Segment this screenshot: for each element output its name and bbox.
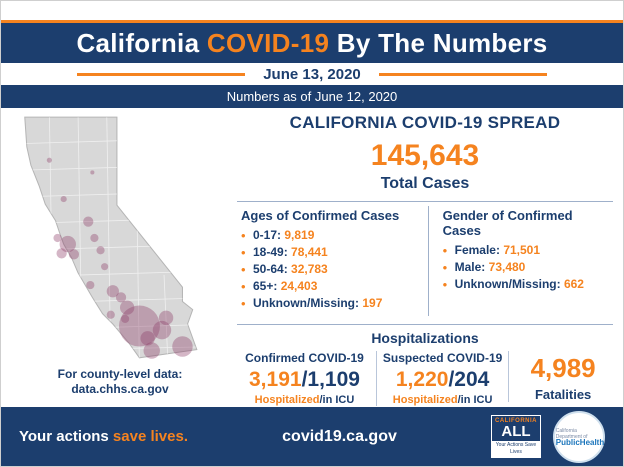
age-item-50-64: 50-64: 32,783 [241, 261, 422, 278]
ages-column: Ages of Confirmed Cases 0-17: 9,819 18-4… [233, 206, 428, 316]
caption-in-icu: in ICU [322, 394, 355, 406]
top-accent-rule [1, 20, 623, 23]
slash: / [448, 368, 455, 391]
confirmed-icu-value: 1,109 [307, 368, 360, 391]
county-data-url: data.chhs.ca.gov [71, 382, 169, 396]
date-row: June 13, 2020 [1, 63, 623, 85]
ages-title: Ages of Confirmed Cases [241, 208, 400, 223]
gender-item-unknown: Unknown/Missing: 662 [443, 276, 613, 293]
age-value: 9,819 [284, 228, 315, 242]
footer-logos: CALIFORNIA ALL Your Actions Save Lives C… [455, 410, 605, 463]
confirmed-caption: Hospitalized/in ICU [237, 394, 372, 406]
california-all-logo-tagline: Your Actions Save Lives [492, 441, 540, 457]
age-item-0-17: 0-17: 9,819 [241, 227, 422, 244]
divider-hospitalizations [237, 324, 613, 325]
age-item-65plus: 65+: 24,403 [241, 278, 422, 295]
suspected-caption: Hospitalized/in ICU [381, 394, 504, 406]
suspected-icu-value: 204 [454, 368, 490, 391]
california-all-logo: CALIFORNIA ALL Your Actions Save Lives [491, 415, 541, 458]
gender-list: Female: 71,501 Male: 73,480 Unknown/Miss… [443, 242, 613, 293]
stats-panel: CALIFORNIA COVID-19 SPREAD 145,643 Total… [233, 113, 617, 406]
age-label: Unknown/Missing: [253, 296, 359, 310]
title-part-rest: By The Numbers [336, 27, 548, 58]
footer-url: covid19.ca.gov [282, 427, 397, 445]
california-map-svg [24, 116, 198, 359]
gender-value: 71,501 [503, 243, 541, 257]
hospitalizations-row: Confirmed COVID-19 3,191/1,109 Hospitali… [233, 351, 617, 406]
fatalities-block: 4,989 Fatalities [508, 351, 617, 402]
age-label: 0-17: [253, 228, 282, 242]
age-value: 78,441 [291, 245, 328, 259]
age-label: 50-64: [253, 262, 288, 276]
footer-band: Your actions save lives. covid19.ca.gov … [1, 407, 623, 466]
total-cases-label: Total Cases [380, 175, 470, 192]
divider-top [237, 201, 613, 202]
slogan-save-lives: save lives. [112, 428, 188, 445]
suspected-hospitalizations: Suspected COVID-19 1,220/204 Hospitalize… [375, 351, 508, 406]
california-all-logo-main: ALL [501, 423, 531, 440]
report-date: June 13, 2020 [263, 65, 361, 83]
age-value: 24,403 [280, 279, 318, 293]
gender-label: Male: [454, 260, 486, 274]
age-item-unknown: Unknown/Missing: 197 [241, 295, 422, 312]
fatalities-value: 4,989 [530, 353, 596, 383]
california-case-map [9, 111, 231, 367]
title-part-california: California [76, 27, 200, 58]
age-label: 18-49: [253, 245, 288, 259]
caption-hospitalized: Hospitalized [254, 394, 320, 406]
hospitalizations-title: Hospitalizations [371, 330, 479, 346]
confirmed-hospitalizations: Confirmed COVID-19 3,191/1,109 Hospitali… [233, 351, 376, 406]
cdph-logo: California Department of PublicHealth [553, 410, 605, 463]
asof-text: Numbers as of June 12, 2020 [226, 89, 398, 104]
confirmed-hospitalized-value: 3,191 [249, 368, 302, 391]
slash: / [319, 394, 323, 406]
suspected-hospitalized-value: 1,220 [395, 368, 449, 391]
age-label: 65+: [253, 279, 278, 293]
gender-label: Female: [454, 243, 500, 257]
caption-in-icu: in ICU [460, 394, 493, 406]
cdph-logo-text: California Department of PublicHealth [555, 427, 605, 447]
slash: / [301, 368, 308, 391]
asof-band: Numbers as of June 12, 2020 [1, 85, 623, 108]
age-value: 197 [362, 296, 383, 310]
gender-value: 662 [563, 277, 584, 291]
ages-list: 0-17: 9,819 18-49: 78,441 50-64: 32,783 … [241, 227, 422, 312]
footer-slogan: Your actions save lives. [19, 428, 224, 445]
confirmed-values: 3,191/1,109 [237, 368, 372, 392]
age-value: 32,783 [291, 262, 328, 276]
california-all-logo-top: CALIFORNIA [495, 418, 537, 424]
caption-hospitalized: Hospitalized [392, 394, 458, 406]
demographics-columns: Ages of Confirmed Cases 0-17: 9,819 18-4… [233, 206, 617, 316]
fatalities-label: Fatalities [534, 387, 592, 402]
date-rule-right [378, 72, 547, 76]
title-band: California COVID-19 By The Numbers [1, 23, 623, 63]
slash: / [457, 394, 461, 406]
cdph-dept-line: California Department of [555, 427, 588, 440]
confirmed-label: Confirmed COVID-19 [245, 351, 364, 365]
gender-title: Gender of Confirmed Cases [442, 208, 573, 238]
gender-label: Unknown/Missing: [454, 277, 561, 291]
date-rule-left [77, 72, 246, 76]
gender-item-male: Male: 73,480 [443, 259, 613, 276]
case-bubbles [46, 157, 193, 359]
age-item-18-49: 18-49: 78,441 [241, 244, 422, 261]
total-cases-value: 145,643 [370, 139, 480, 172]
gender-value: 73,480 [488, 260, 526, 274]
gender-item-female: Female: 71,501 [443, 242, 613, 259]
suspected-label: Suspected COVID-19 [382, 351, 503, 365]
page-title: California COVID-19 By The Numbers [76, 28, 547, 59]
county-data-caption-line1: For county-level data: [57, 367, 183, 381]
spread-title: CALIFORNIA COVID-19 SPREAD [289, 113, 561, 132]
county-data-caption: For county-level data: data.chhs.ca.gov [15, 367, 225, 397]
title-part-covid19: COVID-19 [206, 27, 330, 58]
slogan-your-actions: Your actions [19, 428, 109, 445]
california-outline [24, 116, 198, 359]
gender-column: Gender of Confirmed Cases Female: 71,501… [427, 206, 617, 316]
suspected-values: 1,220/204 [381, 368, 504, 392]
cdph-publichealth-line: PublicHealth [555, 437, 605, 447]
